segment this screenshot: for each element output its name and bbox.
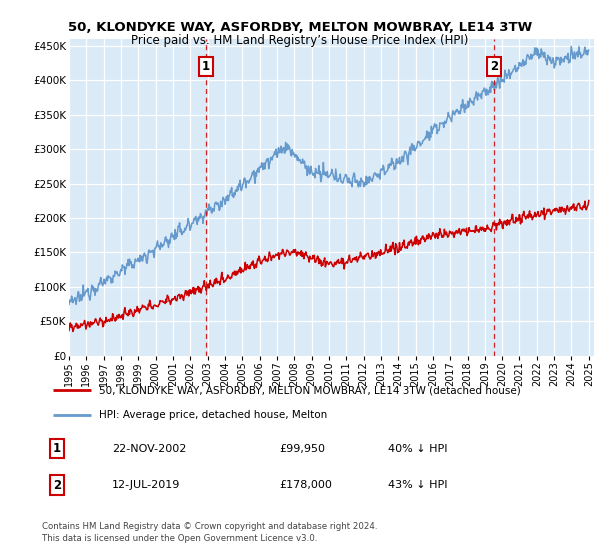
Text: 1: 1 [202, 60, 210, 73]
Text: 2: 2 [490, 60, 498, 73]
Text: 22-NOV-2002: 22-NOV-2002 [112, 444, 187, 454]
Text: Contains HM Land Registry data © Crown copyright and database right 2024.
This d: Contains HM Land Registry data © Crown c… [42, 522, 377, 543]
Text: 12-JUL-2019: 12-JUL-2019 [112, 480, 181, 490]
Text: HPI: Average price, detached house, Melton: HPI: Average price, detached house, Melt… [98, 410, 327, 420]
Text: 1: 1 [53, 442, 61, 455]
Text: £99,950: £99,950 [280, 444, 326, 454]
Text: Price paid vs. HM Land Registry’s House Price Index (HPI): Price paid vs. HM Land Registry’s House … [131, 34, 469, 46]
Text: 50, KLONDYKE WAY, ASFORDBY, MELTON MOWBRAY, LE14 3TW (detached house): 50, KLONDYKE WAY, ASFORDBY, MELTON MOWBR… [98, 385, 520, 395]
Text: 43% ↓ HPI: 43% ↓ HPI [388, 480, 447, 490]
Text: £178,000: £178,000 [280, 480, 332, 490]
Text: 40% ↓ HPI: 40% ↓ HPI [388, 444, 447, 454]
Text: 2: 2 [53, 478, 61, 492]
Text: 50, KLONDYKE WAY, ASFORDBY, MELTON MOWBRAY, LE14 3TW: 50, KLONDYKE WAY, ASFORDBY, MELTON MOWBR… [68, 21, 532, 34]
